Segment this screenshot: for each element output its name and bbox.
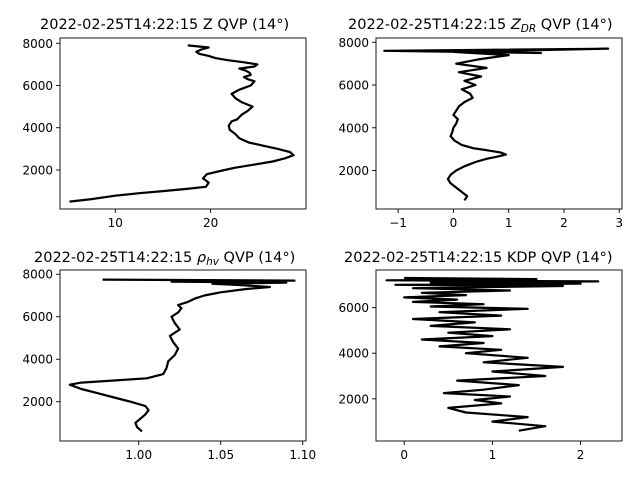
x-tick-label: 1.05 bbox=[207, 448, 234, 462]
y-tick-label: 4000 bbox=[338, 347, 369, 361]
y-tick-label: 8000 bbox=[22, 37, 53, 51]
y-tick-label: 8000 bbox=[338, 36, 369, 50]
axes-frame bbox=[59, 37, 307, 210]
x-tick-label: 0 bbox=[450, 216, 458, 230]
axes-frame bbox=[59, 269, 307, 442]
chart-title: 2022-02-25T14:22:15 ZDR QVP (14°) bbox=[348, 17, 613, 35]
x-tick-label: 1 bbox=[489, 448, 497, 462]
y-tick-label: 6000 bbox=[338, 301, 369, 315]
x-tick-label: 2 bbox=[577, 448, 585, 462]
y-tick-label: 6000 bbox=[338, 79, 369, 93]
panel-4: 0 1 2 2000 4000 6000 2022-02-25T14:22:15 KDP Q… bbox=[338, 250, 623, 462]
chart-title: 2022-02-25T14:22:15 Z QVP (14°) bbox=[40, 17, 289, 33]
series-line bbox=[385, 276, 600, 432]
series-line bbox=[68, 278, 296, 433]
axes-frame bbox=[375, 269, 623, 442]
x-tick-label: 2 bbox=[560, 216, 568, 230]
y-tick-label: 4000 bbox=[22, 353, 53, 367]
y-tick-label: 4000 bbox=[22, 121, 53, 135]
x-tick-label: 1.00 bbox=[125, 448, 152, 462]
panel-1: 10 20 2000 4000 6000 8000 2022-02-25T14:22:15 … bbox=[22, 17, 307, 230]
series-line bbox=[69, 44, 295, 203]
x-tick-label: 3 bbox=[615, 216, 623, 230]
y-tick-label: 2000 bbox=[22, 395, 53, 409]
x-tick-label: 10 bbox=[108, 216, 123, 230]
x-tick-label: 1.10 bbox=[289, 448, 316, 462]
chart-title: 2022-02-25T14:22:15 KDP QVP (14°) bbox=[344, 250, 613, 266]
panel-2: −1 0 1 2 3 2000 4000 6000 80002022-02-25T14:22:1… bbox=[338, 17, 623, 230]
series-line bbox=[383, 47, 610, 202]
y-tick-label: 6000 bbox=[22, 310, 53, 324]
y-tick-label: 2000 bbox=[22, 163, 53, 177]
y-tick-label: 2000 bbox=[338, 164, 369, 178]
x-tick-label: 1 bbox=[505, 216, 513, 230]
y-tick-label: 4000 bbox=[338, 121, 369, 135]
y-tick-label: 8000 bbox=[22, 268, 53, 282]
y-tick-label: 2000 bbox=[338, 392, 369, 406]
x-tick-label: −1 bbox=[389, 216, 407, 230]
chart-title: 2022-02-25T14:22:15 ρhv QVP (14°) bbox=[34, 250, 295, 268]
y-tick-label: 6000 bbox=[22, 79, 53, 93]
x-tick-label: 20 bbox=[203, 216, 218, 230]
panel-3: 1.00 1.05 1.10 2000 4000 6000 80002022-02-25T1… bbox=[22, 250, 316, 462]
axes-frame bbox=[375, 37, 623, 210]
x-tick-label: 0 bbox=[400, 448, 408, 462]
